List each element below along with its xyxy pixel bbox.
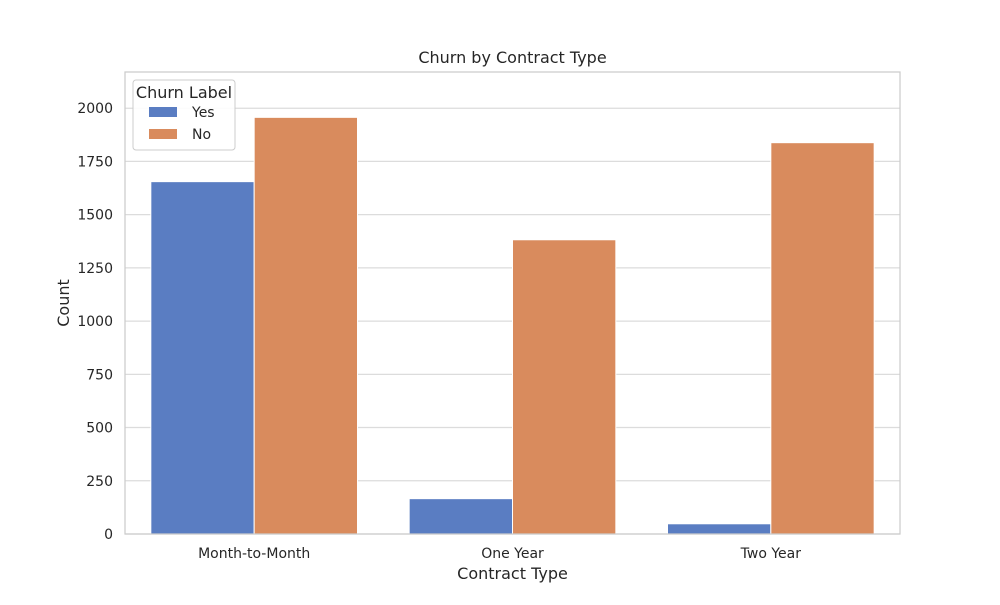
- bar-no-1: [512, 239, 617, 535]
- x-tick-labels: Month-to-Month One Year Two Year: [198, 546, 801, 562]
- x-tick-label: Two Year: [740, 546, 802, 562]
- bar-no-2: [770, 142, 875, 535]
- legend-items: Yes No: [149, 105, 215, 143]
- y-axis-label: Count: [54, 279, 73, 327]
- legend-label-no: No: [192, 127, 211, 143]
- legend: Churn Label Yes No: [132, 79, 236, 151]
- x-tick-label: Month-to-Month: [198, 546, 310, 562]
- bar-yes-2: [667, 523, 772, 535]
- y-tick-label: 250: [86, 474, 113, 490]
- legend-label-yes: Yes: [191, 105, 215, 121]
- y-tick-label: 1500: [77, 208, 113, 224]
- y-tick-label: 1000: [77, 314, 113, 330]
- y-tick-label: 1250: [77, 261, 113, 277]
- bar-no-0: [253, 116, 359, 535]
- y-tick-label: 0: [104, 527, 113, 543]
- y-tick-label: 750: [86, 367, 113, 383]
- bar-yes-0: [150, 181, 255, 535]
- y-tick-label: 2000: [77, 101, 113, 117]
- x-axis-label: Contract Type: [457, 564, 568, 583]
- x-tick-label: One Year: [481, 546, 544, 562]
- legend-swatch-no: [149, 129, 177, 139]
- bars: [150, 116, 875, 535]
- plot-frame: [124, 71, 901, 535]
- chart-title: Churn by Contract Type: [418, 48, 606, 67]
- y-tick-labels: 0 250 500 750 1000 1250 1500 1750 2000: [77, 101, 113, 543]
- legend-title: Churn Label: [136, 83, 232, 102]
- bar-yes-1: [408, 498, 513, 535]
- y-tick-label: 1750: [77, 154, 113, 170]
- y-tick-label: 500: [86, 421, 113, 437]
- legend-swatch-yes: [149, 107, 177, 117]
